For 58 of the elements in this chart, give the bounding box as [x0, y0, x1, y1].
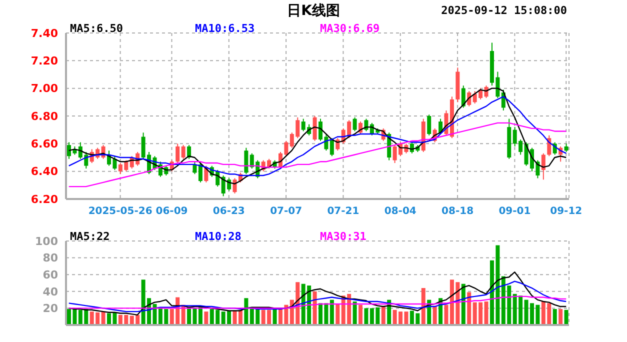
x-tick-label: 09-12: [550, 206, 582, 218]
bar: [421, 288, 426, 325]
y-tick-label: 20: [42, 302, 58, 316]
bar: [330, 300, 334, 325]
x-tick-label: 08-04: [384, 206, 416, 218]
y-tick-label: 60: [42, 268, 58, 282]
candlestick: [181, 144, 186, 160]
y-tick-label: 7.00: [30, 82, 58, 96]
text: MA5:22: [70, 230, 111, 243]
bar: [432, 306, 437, 325]
x-tick-label: 08-18: [442, 206, 474, 218]
text: MA30:31: [320, 230, 368, 243]
bar: [358, 304, 363, 325]
bar: [381, 306, 386, 325]
x-tick-label: 09-01: [498, 206, 531, 218]
text: MA30:6.69: [320, 22, 381, 35]
y-tick-label: 100: [35, 234, 58, 248]
bar: [558, 309, 563, 325]
bar: [364, 308, 368, 325]
text: MA10:6.53: [195, 22, 256, 35]
text: 2025-09-12 15:08:00: [441, 4, 567, 17]
y-tick-label: 6.40: [30, 165, 58, 178]
y-tick-label: 80: [42, 252, 58, 265]
candlestick: [352, 116, 357, 132]
line-series: [68, 122, 567, 188]
bar: [204, 312, 208, 325]
bar: [336, 304, 340, 325]
candlestick: [176, 143, 180, 164]
text: MA5:6.50: [70, 22, 124, 35]
candlestick: [312, 116, 317, 142]
candlestick: [244, 147, 248, 175]
bar: [564, 310, 568, 325]
x-tick-label: 07-21: [327, 206, 360, 218]
y-tick-label: 6.20: [30, 192, 58, 206]
x-tick-label: 2025-05-26: [88, 206, 152, 218]
x-tick-label: 06-09: [156, 206, 188, 218]
candlestick: [330, 138, 334, 157]
x-tick-label: 07-07: [270, 206, 302, 218]
bar: [244, 298, 248, 325]
y-tick-label: 6.60: [30, 138, 58, 151]
candlestick: [427, 114, 432, 136]
line-series: [68, 296, 567, 309]
x-tick-label: 06-23: [212, 206, 245, 218]
y-tick-label: 6.80: [30, 110, 58, 123]
line-series: [68, 280, 567, 312]
bar: [484, 301, 488, 325]
text: MA10:28: [195, 230, 242, 243]
candlestick: [364, 118, 368, 132]
chart-title: 日K线图: [287, 3, 340, 19]
bar: [467, 292, 472, 325]
y-tick-label: 7.40: [30, 26, 58, 40]
bar: [352, 301, 357, 325]
candlestick: [461, 85, 466, 108]
bar: [552, 309, 557, 325]
bar: [272, 309, 277, 325]
candlestick: [541, 152, 546, 180]
y-tick-label: 40: [42, 285, 58, 298]
y-tick-label: 7.20: [30, 54, 58, 68]
